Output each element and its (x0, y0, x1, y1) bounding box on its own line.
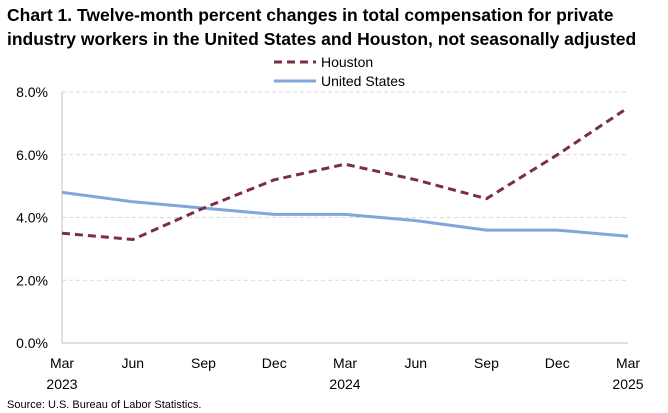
x-tick-label: Dec (262, 355, 287, 371)
series-line-united-states (61, 190, 629, 238)
x-tick-label: Mar (616, 355, 640, 371)
x-tick-label: Mar (50, 355, 74, 371)
x-tick-label: Dec (545, 355, 570, 371)
legend-label: United States (321, 73, 405, 89)
y-tick-label: 4.0% (16, 210, 48, 226)
chart-title: Chart 1. Twelve-month percent changes in… (7, 5, 637, 49)
y-tick-label: 0.0% (16, 335, 48, 351)
series-line-houston (61, 106, 629, 241)
legend-label: Houston (321, 54, 373, 70)
legend: Houston United States (274, 54, 405, 89)
x-tick-label: Mar (333, 355, 357, 371)
x-tick-label: Sep (474, 355, 499, 371)
gridlines (62, 91, 628, 281)
x-tick-label: Jun (121, 355, 144, 371)
x-tick-label: Sep (191, 355, 216, 371)
source-note: Source: U.S. Bureau of Labor Statistics. (7, 399, 202, 411)
axes (61, 92, 628, 344)
x-tick-year-label: 2024 (329, 376, 360, 392)
y-tick-label: 8.0% (16, 84, 48, 100)
series-lines (61, 106, 629, 241)
y-tick-label: 6.0% (16, 147, 48, 163)
x-tick-year-label: 2025 (612, 376, 643, 392)
y-tick-label: 2.0% (16, 272, 48, 288)
y-axis-tick-labels: 0.0% 2.0% 4.0% 6.0% 8.0% (16, 84, 48, 351)
x-tick-label: Jun (404, 355, 427, 371)
x-axis-tick-labels: Mar 2023 Jun Sep Dec Mar 2024 Jun Sep Dec Mar 2025 (46, 355, 643, 392)
x-tick-year-label: 2023 (46, 376, 77, 392)
